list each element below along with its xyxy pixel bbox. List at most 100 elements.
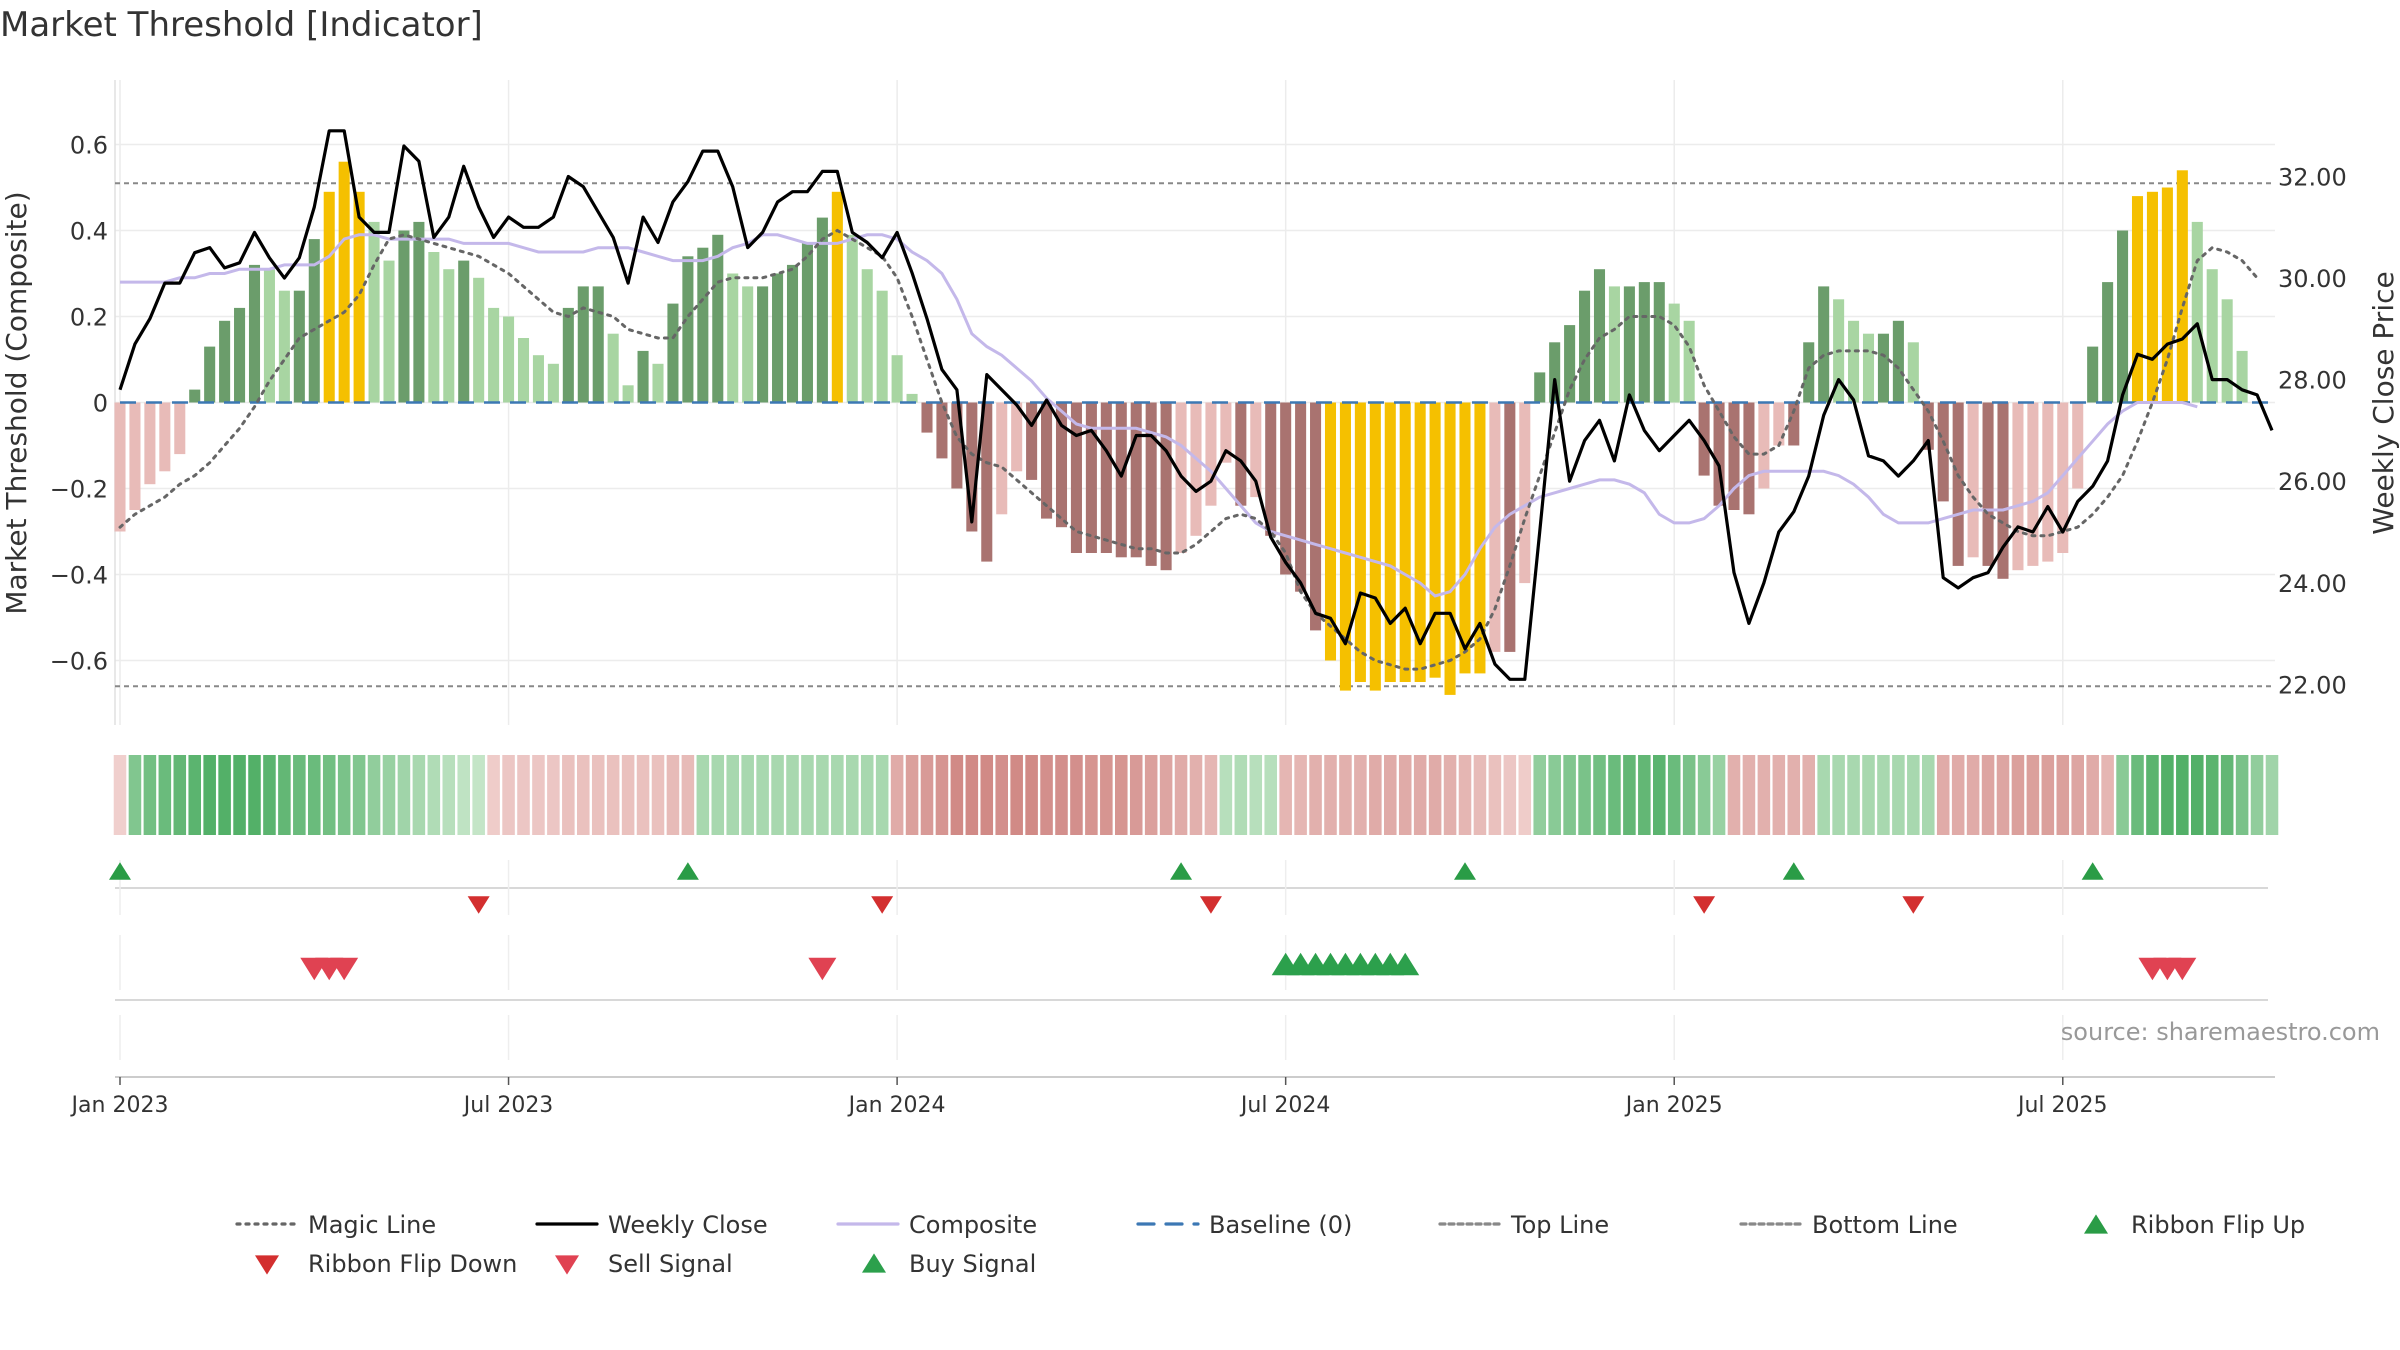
y2-tick-label: 28.00 — [2278, 367, 2347, 395]
legend-label: Ribbon Flip Down — [308, 1250, 517, 1278]
composite-bar — [1982, 402, 1994, 566]
composite-bar — [2131, 196, 2144, 403]
ribbon-cell — [2161, 755, 2174, 835]
composite-bar — [652, 363, 664, 403]
ribbon-cell — [965, 755, 979, 835]
ribbon-cell — [1085, 755, 1098, 835]
x-axis: Jan 2023 Jul 2023 Jan 2024 Jul 2024 Jan 2025… — [70, 1076, 2275, 1118]
composite-bar — [2176, 170, 2188, 403]
ribbon-cell — [547, 755, 560, 835]
legend-swatch — [255, 1255, 279, 1275]
ribbon-cell — [1294, 755, 1307, 835]
ribbon-cell — [1398, 755, 1412, 835]
series-lines — [118, 129, 2274, 681]
composite-bar — [1160, 402, 1172, 571]
ribbon-cell — [1384, 755, 1397, 835]
ribbon-cell — [1279, 755, 1292, 835]
ribbon-flip-up-marker — [1782, 862, 1805, 880]
composite-bar — [921, 402, 933, 433]
ribbon-cell — [1892, 755, 1905, 835]
composite-bar — [1085, 402, 1097, 553]
ribbon-cell — [472, 755, 485, 835]
composite-bar — [517, 338, 530, 403]
ribbon-cell — [1488, 755, 1502, 835]
right-axis-ticks: 32.00 30.00 28.00 26.00 24.00 22.00 — [2278, 163, 2347, 699]
composite-bar — [1818, 286, 1830, 403]
ribbon-cell — [2116, 755, 2129, 835]
composite-bar — [114, 402, 126, 532]
ribbon-cell — [995, 755, 1008, 835]
composite-bar — [1997, 402, 2009, 579]
y-tick-label: 0.6 — [70, 132, 108, 160]
composite-bar — [1055, 402, 1068, 528]
ribbon-cell — [1787, 755, 1801, 835]
composite-bar — [458, 260, 470, 403]
composite-bar — [1743, 402, 1755, 515]
ribbon-cell — [1907, 755, 1920, 835]
composite-bar — [1295, 402, 1307, 592]
composite-bar — [786, 264, 799, 403]
ribbon-cell — [1981, 755, 1995, 835]
composite-bar — [1444, 402, 1456, 695]
source-note: source: sharemaestro.com — [2061, 1018, 2380, 1046]
composite-bar — [592, 286, 604, 403]
ribbon-cell — [2056, 755, 2070, 835]
composite-bar — [413, 221, 425, 403]
y-tick-label: −0.4 — [50, 562, 108, 590]
ribbon-cell — [756, 755, 769, 835]
ribbon-cell — [2176, 755, 2189, 835]
ribbon-cell — [1877, 755, 1890, 835]
ribbon-cell — [2146, 755, 2159, 835]
threshold-levels — [115, 182, 2275, 688]
composite-bar — [1504, 402, 1516, 652]
ribbon-cell — [173, 755, 187, 835]
legend-label: Bottom Line — [1812, 1211, 1958, 1239]
composite-bar — [2236, 350, 2248, 403]
ribbon-cell — [1922, 755, 1935, 835]
ribbon-flip-down-marker — [1199, 896, 1222, 914]
composite-bar — [263, 269, 275, 403]
legend-item: Weekly Close — [535, 1211, 768, 1239]
composite-bar — [1354, 402, 1366, 682]
ribbon-cell — [1936, 755, 1950, 835]
composite-bar — [1892, 320, 1904, 403]
legend-swatch — [555, 1255, 579, 1275]
composite-bar — [1922, 402, 1934, 450]
composite-bar — [532, 355, 544, 403]
composite-bar — [2102, 282, 2114, 403]
composite-bar — [1564, 325, 1576, 403]
ribbon-cell — [412, 755, 426, 835]
composite-bar — [861, 269, 873, 403]
legend-label: Buy Signal — [909, 1250, 1036, 1278]
legend-label: Top Line — [1510, 1211, 1609, 1239]
ribbon-flip-up-marker — [2081, 862, 2104, 880]
legend-item: Composite — [836, 1211, 1037, 1239]
ribbon-cell — [1189, 755, 1203, 835]
ribbon-cell — [741, 755, 754, 835]
ribbon-cell — [2235, 755, 2249, 835]
ribbon-cell — [1757, 755, 1771, 835]
composite-bar — [219, 320, 231, 403]
composite-bar — [2027, 402, 2039, 566]
composite-bar — [503, 316, 515, 403]
composite-bar — [174, 402, 186, 455]
ribbon-cell — [2265, 755, 2279, 835]
legend-item: Top Line — [1438, 1211, 1609, 1239]
composite-bar — [966, 402, 978, 532]
legend-item: Ribbon Flip Down — [255, 1250, 517, 1278]
composite-bar — [1638, 282, 1650, 403]
ribbon-cell — [1339, 755, 1352, 835]
ribbon-cell — [1324, 755, 1337, 835]
composite-bar — [697, 247, 709, 403]
composite-bar — [1459, 402, 1471, 674]
ribbon-cell — [980, 755, 994, 835]
composite-bar — [831, 191, 843, 403]
ribbon-cell — [517, 755, 530, 835]
composite-bar — [1026, 402, 1038, 480]
x-tick-label: Jan 2025 — [1624, 1093, 1723, 1118]
ribbon-cell — [696, 755, 710, 835]
composite-bar — [2161, 187, 2173, 403]
ribbon-cell — [1563, 755, 1576, 835]
ribbon-cell — [397, 755, 411, 835]
